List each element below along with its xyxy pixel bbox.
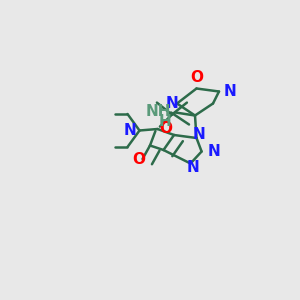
Text: N: N <box>165 96 178 111</box>
Text: NH: NH <box>146 103 171 118</box>
Text: O: O <box>190 70 203 86</box>
Text: O: O <box>159 121 172 136</box>
Text: N: N <box>224 84 236 99</box>
Text: N: N <box>124 123 136 138</box>
Text: H: H <box>158 114 171 129</box>
Text: N: N <box>187 160 200 175</box>
Text: O: O <box>132 152 146 166</box>
Text: N: N <box>208 144 220 159</box>
Text: N: N <box>193 127 206 142</box>
